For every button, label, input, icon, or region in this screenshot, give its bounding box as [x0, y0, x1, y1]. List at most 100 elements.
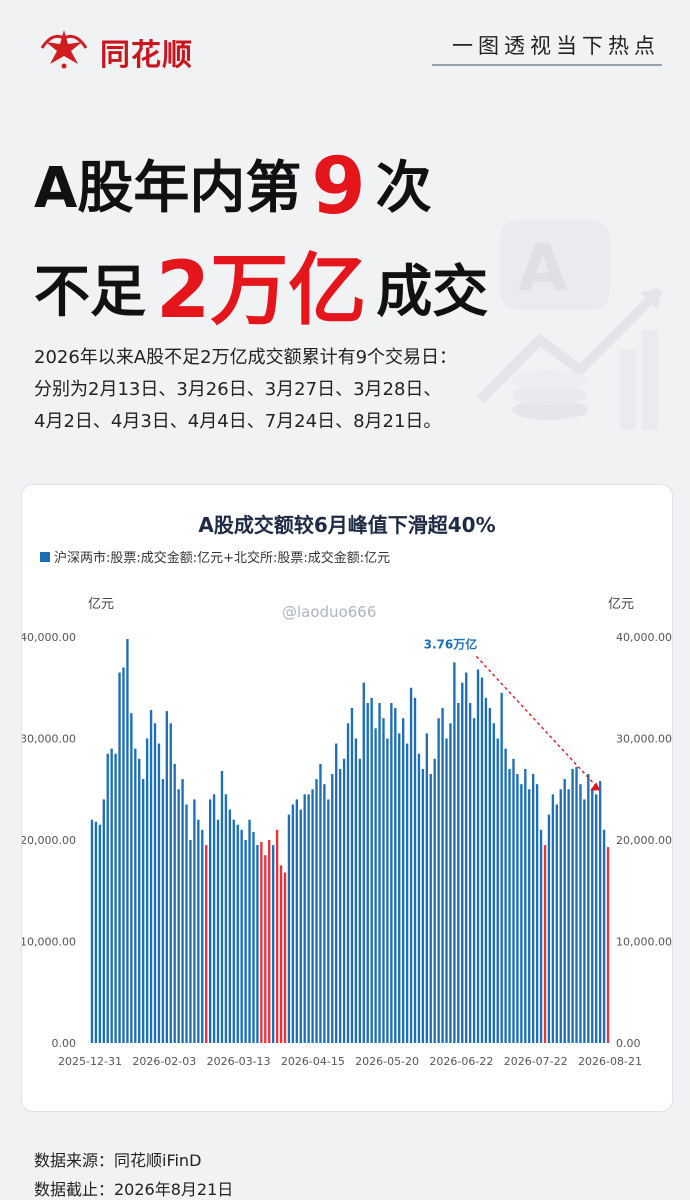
bar [240, 829, 243, 1043]
bar [94, 821, 98, 1043]
bar [142, 779, 145, 1043]
bar [220, 770, 224, 1043]
bar [244, 840, 247, 1043]
chart-card: A股成交额较6月峰值下滑超40% 沪深两市:股票:成交金额:亿元+北交所:股票:… [21, 484, 673, 1112]
bar [338, 768, 342, 1043]
ths-logo-icon [40, 30, 88, 69]
bar [441, 708, 444, 1043]
y-tick-label-left: 30,000.00 [22, 733, 76, 746]
x-tick-label: 2026-02-03 [132, 1055, 196, 1068]
bar-below-2-trillion [606, 847, 610, 1043]
header: 同花顺 一图透视当下热点 [0, 0, 690, 95]
bar [122, 667, 125, 1043]
y-tick-label-right: 10,000.00 [616, 936, 672, 949]
bar [126, 639, 129, 1043]
x-tick-label: 2026-03-13 [207, 1055, 271, 1068]
bar [114, 753, 117, 1043]
brand-name: 同花顺 [100, 38, 193, 73]
bar [295, 799, 298, 1043]
bar [539, 829, 543, 1043]
headline-text: A股年内第 [34, 156, 302, 221]
bar [425, 733, 428, 1043]
bar [181, 779, 184, 1043]
y-axis-unit-left: 亿元 [88, 597, 115, 612]
chart-title: A股成交额较6月峰值下滑超40% [198, 513, 496, 537]
bar-below-2-trillion [543, 845, 547, 1043]
bar [134, 748, 137, 1043]
bar [488, 708, 492, 1043]
bar [331, 774, 334, 1043]
description: 2026年以来A股不足2万亿成交额累计有9个交易日： 分别为2月13日、3月26… [34, 342, 504, 438]
bar [287, 814, 291, 1044]
bar [413, 697, 417, 1043]
bar-chart: 0.00 0.00 10,000.00 10,000.00 20,000.00 20,00… [22, 631, 672, 1068]
bar [102, 799, 105, 1043]
headline-text: 成交 [376, 260, 489, 325]
bar [468, 702, 472, 1043]
headline-number-amount: 2万亿 [156, 246, 367, 336]
bar [417, 753, 421, 1043]
bar [228, 809, 232, 1043]
bar [516, 774, 519, 1043]
headline-text: 不足 [34, 260, 146, 325]
bar [161, 779, 165, 1043]
y-tick-label-left: 40,000.00 [22, 631, 76, 644]
bar [386, 738, 389, 1043]
decline-arrow-head-icon [590, 782, 601, 791]
bar [118, 672, 121, 1043]
bar [390, 702, 393, 1043]
bar-below-2-trillion [260, 842, 263, 1043]
bar [358, 758, 362, 1043]
svg-text:A: A [518, 232, 568, 306]
bar [366, 702, 369, 1043]
bar [248, 819, 251, 1043]
bar [256, 845, 259, 1043]
bar [409, 687, 413, 1043]
bar [315, 779, 318, 1043]
watermark: @laoduo666 [282, 603, 377, 621]
bar [433, 758, 436, 1043]
bar [421, 768, 425, 1043]
bar [571, 768, 574, 1043]
data-source: 数据来源：同花顺iFinD [34, 1151, 202, 1170]
bar [461, 682, 464, 1043]
bar [299, 809, 302, 1043]
bar [394, 708, 397, 1043]
bar [157, 743, 161, 1043]
legend-swatch [40, 551, 50, 562]
slogan: 一图透视当下热点 [452, 34, 660, 58]
bar [272, 845, 275, 1043]
bar [465, 672, 468, 1043]
bar [106, 753, 109, 1043]
bar-below-2-trillion [205, 845, 208, 1043]
bar [165, 711, 168, 1043]
y-tick-label-right: 30,000.00 [616, 733, 672, 746]
bar [335, 743, 338, 1043]
bar [327, 799, 330, 1043]
headline-text: 次 [375, 156, 432, 221]
bar [429, 774, 432, 1043]
bar [547, 814, 551, 1044]
bar [453, 662, 456, 1044]
bar [567, 789, 570, 1043]
y-tick-label-right: 20,000.00 [616, 834, 672, 847]
bar [595, 794, 598, 1043]
bar-below-2-trillion [268, 840, 271, 1043]
bar [374, 728, 377, 1043]
bar [472, 718, 476, 1043]
bar [362, 682, 365, 1043]
bar [319, 763, 322, 1044]
x-tick-label: 2025-12-31 [58, 1055, 122, 1068]
y-tick-label-right: 0.00 [616, 1037, 641, 1050]
slogan-underline [432, 64, 662, 66]
description-line: 4月2日、4月3日、4月4日、7月24日、8月21日。 [34, 411, 442, 432]
bar [138, 758, 141, 1043]
bar [492, 723, 495, 1043]
bar [153, 723, 157, 1043]
bar [532, 774, 535, 1043]
bar [508, 768, 511, 1043]
peak-annotation: 3.76万亿 [424, 636, 478, 651]
x-tick-label: 2026-04-15 [281, 1055, 345, 1068]
description-line: 分别为2月13日、3月26日、3月27日、3月28日、 [34, 379, 442, 400]
bar-below-2-trillion [264, 855, 267, 1043]
